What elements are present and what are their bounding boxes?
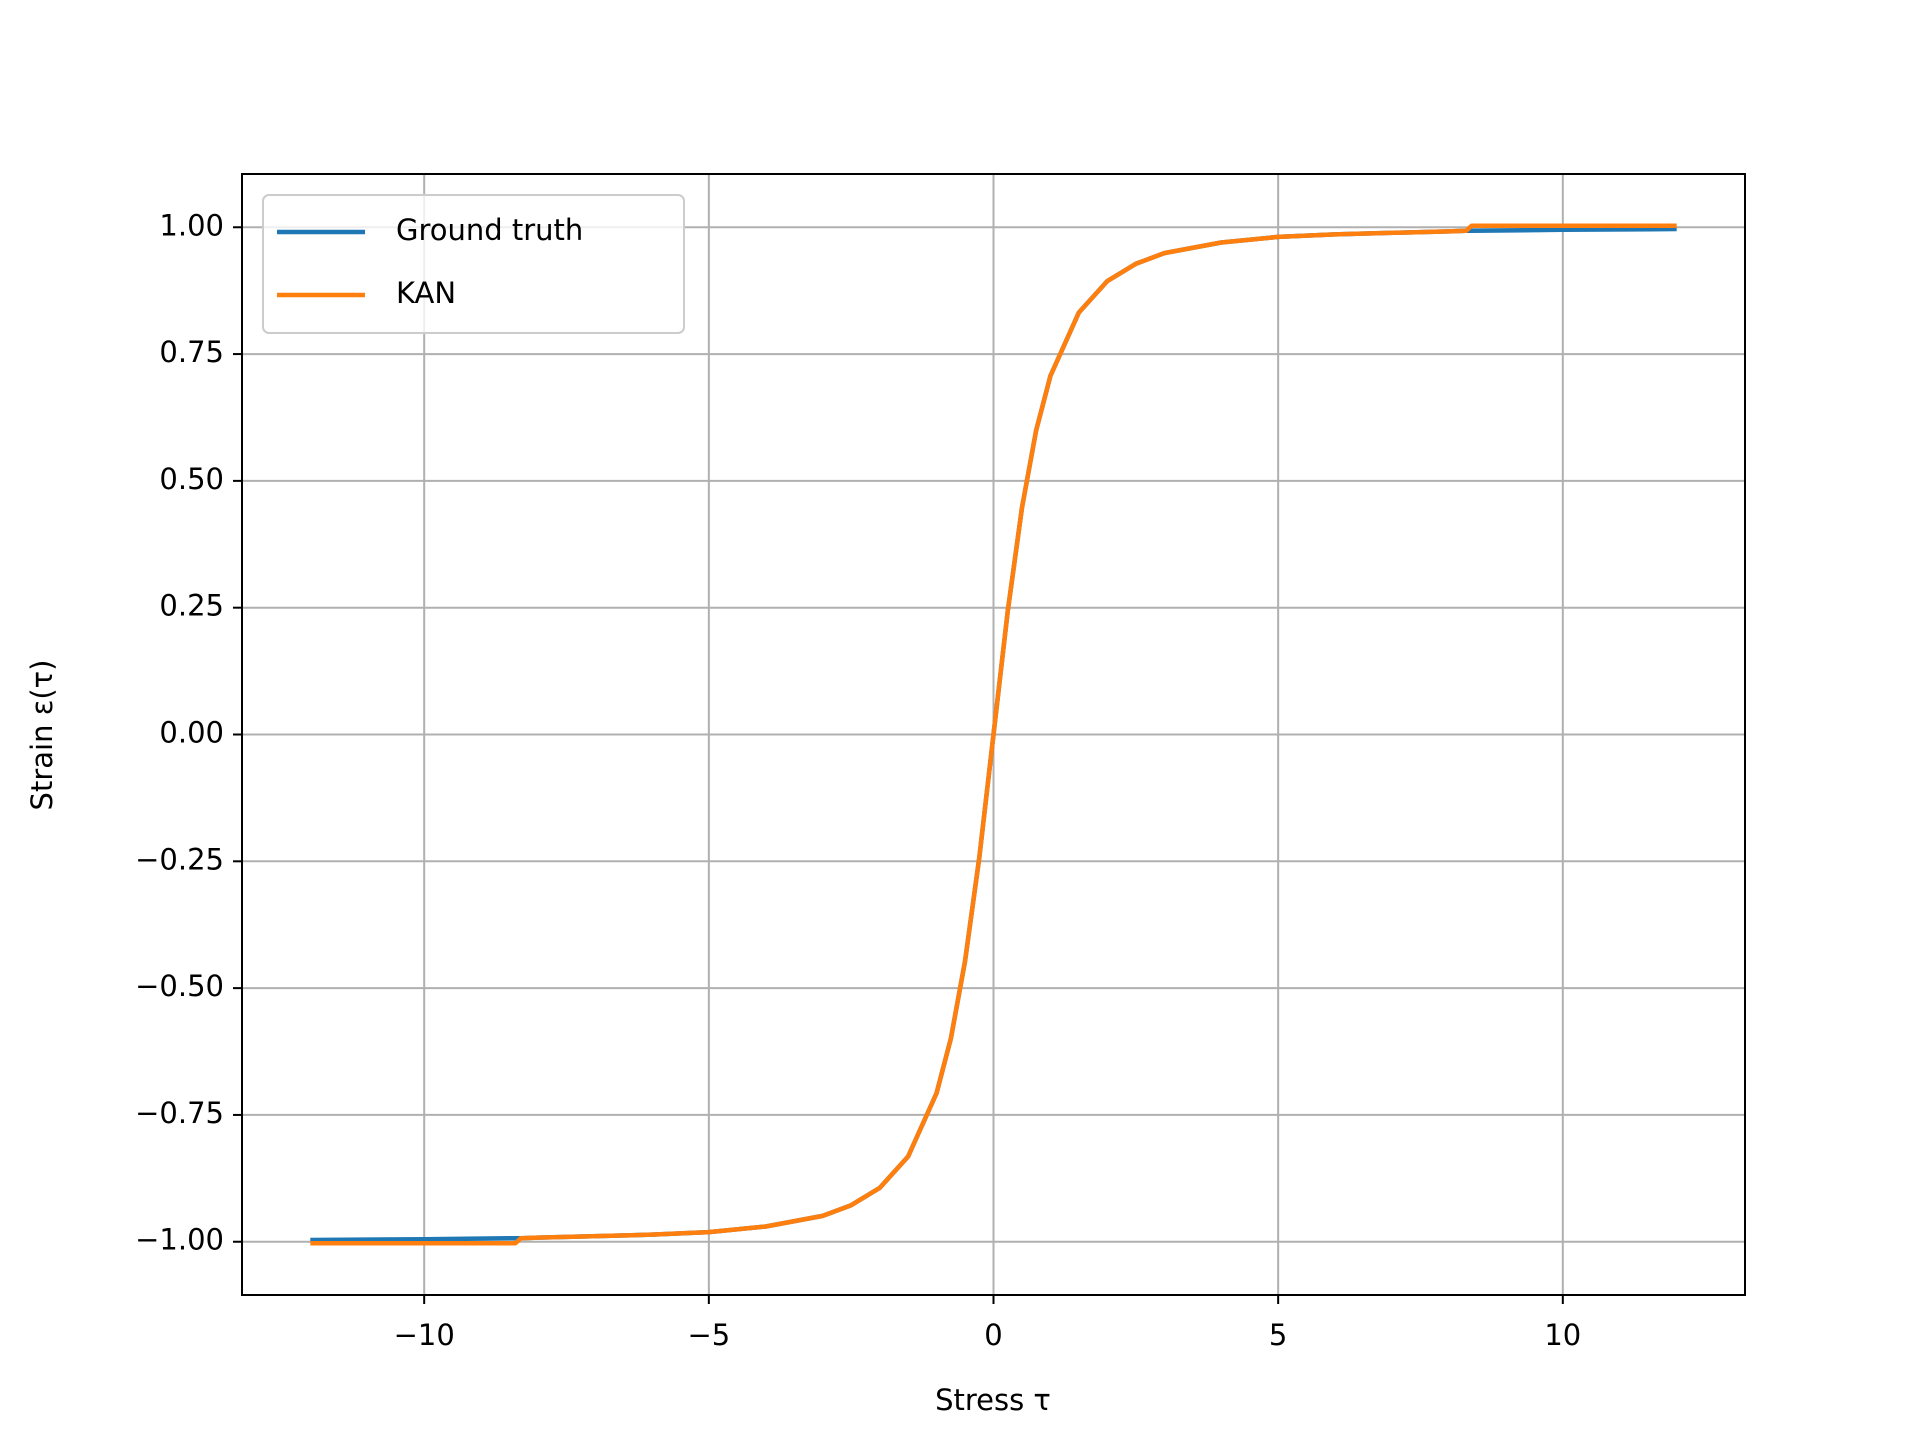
x-tick-label: −5 bbox=[687, 1318, 730, 1352]
y-tick-label: −0.25 bbox=[135, 842, 224, 876]
plot-frame bbox=[241, 173, 1746, 1296]
legend-label: KAN bbox=[396, 276, 456, 310]
x-axis-label: Stress τ bbox=[935, 1383, 1051, 1417]
y-tick-label: 0.00 bbox=[159, 716, 224, 750]
x-tick-label: −10 bbox=[394, 1318, 455, 1352]
legend-box bbox=[262, 194, 685, 334]
y-tick-label: −0.50 bbox=[135, 969, 224, 1003]
y-tick-label: 0.50 bbox=[159, 462, 224, 496]
x-tick-label: 10 bbox=[1544, 1318, 1581, 1352]
y-tick-label: 1.00 bbox=[159, 208, 224, 242]
y-tick-label: 0.75 bbox=[159, 335, 224, 369]
legend-label: Ground truth bbox=[396, 213, 583, 247]
x-tick-label: 0 bbox=[984, 1318, 1002, 1352]
x-tick-label: 5 bbox=[1269, 1318, 1287, 1352]
y-tick-label: −1.00 bbox=[135, 1223, 224, 1257]
legend: Ground truth KAN bbox=[262, 194, 685, 334]
y-tick-label: 0.25 bbox=[159, 589, 224, 623]
y-tick-label: −0.75 bbox=[135, 1096, 224, 1130]
data-line bbox=[310, 223, 1677, 1246]
y-axis-label: Strain ε(τ) bbox=[25, 660, 59, 811]
